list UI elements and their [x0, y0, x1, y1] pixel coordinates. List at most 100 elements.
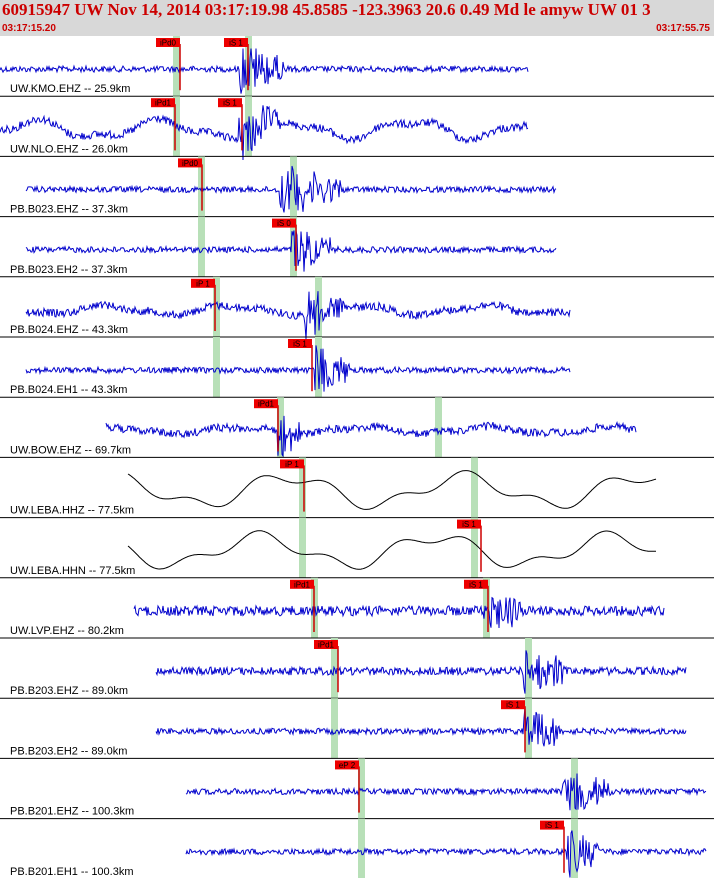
phase-pick[interactable]: iS 1	[218, 98, 243, 151]
channel-label: PB.B201.EHZ -- 100.3km	[10, 806, 134, 818]
channel-label: UW.BOW.EHZ -- 69.7km	[10, 444, 131, 456]
pick-box	[335, 760, 359, 770]
channel-label: UW.NLO.EHZ -- 26.0km	[10, 143, 128, 155]
waveform-trace	[155, 650, 687, 694]
pick-label: iS 1	[506, 701, 520, 710]
pick-box	[218, 98, 242, 108]
channel-row: iPd0 PB.B023.EHZ -- 37.3km	[0, 156, 714, 218]
waveform-trace	[185, 830, 707, 878]
waveform-trace	[0, 48, 529, 94]
waveform-trace	[155, 706, 687, 747]
phase-pick[interactable]: iP 1	[191, 278, 216, 331]
pick-window-bar	[198, 216, 205, 277]
pick-label: iS 1	[229, 39, 243, 48]
pick-label: iPd1	[318, 641, 335, 650]
channel-row: iPd1 iS 1 UW.LVP.EHZ -- 80.2km	[0, 577, 714, 639]
channel-row: iPd1 PB.B203.EHZ -- 89.0km	[0, 638, 714, 699]
waveform-trace	[105, 415, 637, 458]
phase-pick[interactable]: iS 1	[540, 820, 565, 873]
event-header: 60915947 UW Nov 14, 2014 03:17:19.98 45.…	[0, 0, 714, 36]
pick-label: iS 1	[469, 580, 483, 589]
pick-label: eP 2	[339, 761, 356, 770]
event-title: 60915947 UW Nov 14, 2014 03:17:19.98 45.…	[2, 0, 651, 19]
waveform-trace	[25, 165, 557, 213]
phase-pick[interactable]: iPd1	[314, 640, 339, 693]
pick-box	[280, 459, 304, 469]
phase-pick[interactable]: iS 1	[288, 339, 313, 392]
pick-box	[464, 579, 488, 589]
pick-label: iP 1	[285, 460, 299, 469]
phase-pick[interactable]: iPd1	[254, 399, 279, 452]
pick-box	[457, 519, 481, 529]
channel-row: iPd1 iS 1 UW.NLO.EHZ -- 26.0km	[0, 96, 714, 161]
pick-box	[288, 339, 312, 348]
phase-pick[interactable]: iPd1	[290, 579, 315, 632]
pick-box	[178, 158, 202, 168]
channel-row: eP 2 PB.B201.EHZ -- 100.3km	[0, 758, 714, 820]
pick-box	[254, 399, 278, 409]
pick-window-bar	[213, 276, 220, 337]
pick-window-bar	[525, 638, 532, 699]
pick-label: iPd0	[160, 39, 177, 48]
channel-row: iS 1 UW.LEBA.HHN -- 77.5km	[0, 517, 714, 579]
pick-label: iPd1	[155, 99, 172, 108]
pick-window-bar	[471, 517, 478, 578]
pick-box	[156, 38, 180, 47]
pick-label: iS 1	[545, 821, 559, 830]
waveform-trace	[133, 596, 665, 629]
phase-pick[interactable]: iPd0	[156, 38, 181, 91]
pick-window-bar	[290, 216, 297, 277]
channel-label: UW.LEBA.HHZ -- 77.5km	[10, 505, 134, 517]
window-start-time: 03:17:15.20	[2, 23, 56, 34]
pick-label: iS 0	[277, 219, 291, 228]
channel-label: UW.LVP.EHZ -- 80.2km	[10, 625, 124, 637]
channel-label: PB.B201.EH1 -- 100.3km	[10, 866, 134, 878]
pick-box	[191, 278, 215, 288]
phase-pick[interactable]: iPd0	[178, 158, 203, 211]
pick-box	[314, 640, 338, 649]
pick-window-bar	[358, 818, 365, 878]
pick-label: iS 1	[293, 340, 307, 349]
pick-window-bar	[173, 36, 180, 97]
window-end-time: 03:17:55.75	[656, 23, 710, 34]
phase-pick[interactable]: iS 1	[224, 38, 249, 91]
pick-label: iPd1	[258, 400, 275, 409]
channel-label: PB.B203.EH2 -- 89.0km	[10, 745, 127, 757]
channel-label: PB.B203.EHZ -- 89.0km	[10, 685, 128, 697]
channel-row: iPd1 UW.BOW.EHZ -- 69.7km	[0, 397, 714, 458]
seismogram-panel: iPd0 iS 1 UW.KMO.EHZ -- 25.9km iPd1 iS 1 UW.N…	[0, 36, 714, 878]
phase-pick[interactable]: iS 0	[272, 218, 297, 271]
channel-label: PB.B023.EH2 -- 37.3km	[10, 264, 127, 276]
channel-label: UW.KMO.EHZ -- 25.9km	[10, 83, 130, 95]
channel-row: iS 1 PB.B024.EH1 -- 43.3km	[0, 337, 714, 398]
waveform-trace	[127, 470, 657, 510]
pick-window-bar	[471, 457, 478, 518]
channel-label: PB.B023.EHZ -- 37.3km	[10, 204, 128, 216]
waveform-trace	[127, 530, 657, 570]
pick-box	[272, 218, 296, 228]
phase-pick[interactable]: iPd1	[151, 98, 176, 151]
phase-pick[interactable]: iS 1	[457, 519, 482, 572]
pick-label: iP 1	[196, 279, 210, 288]
pick-box	[501, 700, 525, 710]
pick-window-bar	[435, 397, 442, 458]
pick-box	[151, 98, 175, 108]
pick-label: iPd1	[294, 580, 311, 589]
channel-row: iPd0 iS 1 UW.KMO.EHZ -- 25.9km	[0, 36, 714, 97]
pick-box	[224, 38, 248, 47]
pick-window-bar	[290, 156, 297, 217]
channel-row: iS 1 PB.B203.EH2 -- 89.0km	[0, 698, 714, 759]
pick-window-bar	[331, 698, 338, 759]
channel-label: UW.LEBA.HHN -- 77.5km	[10, 565, 135, 577]
pick-window-bar	[213, 337, 220, 398]
phase-pick[interactable]: iP 1	[280, 459, 305, 512]
phase-pick[interactable]: iS 1	[464, 579, 489, 632]
phase-pick[interactable]: iS 1	[501, 700, 526, 753]
waveform-trace	[185, 773, 707, 811]
pick-label: iS 1	[223, 99, 237, 108]
waveform-trace	[25, 345, 571, 392]
phase-pick[interactable]: eP 2	[335, 760, 360, 813]
pick-window-bar	[315, 337, 322, 398]
pick-window-bar	[358, 758, 365, 819]
pick-box	[540, 820, 564, 830]
